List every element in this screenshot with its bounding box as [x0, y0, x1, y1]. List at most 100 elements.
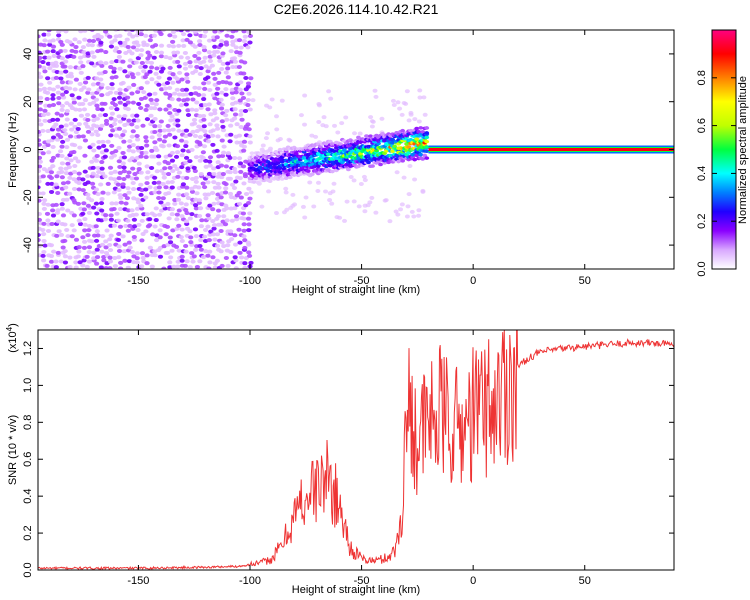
x-tick-label: 50: [579, 275, 591, 287]
heatmap-cell: [123, 223, 129, 228]
heatmap-cell: [323, 189, 329, 194]
heatmap-cell: [59, 103, 66, 108]
heatmap-cell: [333, 146, 339, 150]
heatmap-cell: [86, 223, 93, 228]
heatmap-cell: [175, 118, 181, 123]
heatmap-cell: [422, 153, 428, 158]
heatmap-cell: [214, 91, 220, 96]
heatmap-cell: [108, 217, 114, 222]
heatmap-cell: [424, 126, 430, 130]
heatmap-cell: [227, 155, 233, 160]
heatmap-cell: [50, 155, 57, 160]
heatmap-cell: [169, 97, 175, 102]
heatmap-cell: [191, 117, 198, 122]
heatmap-cell: [193, 108, 199, 113]
heatmap-cell: [169, 212, 175, 217]
heatmap-cell: [38, 164, 43, 169]
heatmap-cell: [232, 170, 238, 175]
heatmap-cell: [412, 177, 418, 182]
heatmap-cell: [108, 44, 115, 49]
heatmap-cell: [40, 151, 46, 156]
snr-x-ticks: -150 -100 -50 0 50: [127, 330, 591, 587]
heatmap-cell: [416, 119, 422, 124]
heatmap-cell: [49, 181, 55, 186]
heatmap-cell: [136, 161, 142, 166]
heatmap-cell: [167, 65, 173, 70]
heatmap-cell: [139, 48, 145, 53]
heatmap-cell: [59, 153, 65, 158]
heatmap-cell: [85, 192, 91, 197]
heatmap-cell: [168, 118, 174, 123]
heatmap-cell: [129, 72, 135, 77]
heatmap-cell: [133, 176, 140, 181]
heatmap-cell: [158, 200, 164, 205]
heatmap-cell: [225, 151, 232, 156]
heatmap-cell: [178, 30, 184, 33]
heatmap-cell: [223, 70, 229, 75]
heatmap-cell: [418, 126, 424, 130]
heatmap-cell: [348, 175, 354, 180]
heatmap-cell: [58, 39, 64, 44]
heatmap-cell: [147, 53, 153, 58]
heatmap-cell: [47, 66, 53, 71]
snr-x-label: Height of straight line (km): [292, 584, 420, 596]
heatmap-cell: [94, 211, 100, 216]
heatmap-cell: [68, 71, 74, 76]
heatmap-cell: [215, 214, 222, 219]
heatmap-cell: [84, 112, 91, 117]
heatmap-cell: [112, 117, 118, 122]
heatmap-cell: [66, 165, 72, 170]
heatmap-cell: [206, 216, 212, 221]
y-tick-label: 0.4: [22, 489, 34, 504]
heatmap-cell: [60, 139, 66, 144]
heatmap-cell: [199, 218, 205, 223]
heatmap-cell: [369, 195, 375, 200]
heatmap-cell: [60, 181, 67, 186]
heatmap-cell: [210, 128, 216, 133]
heatmap-cell: [205, 224, 211, 229]
heatmap-cell: [182, 50, 188, 55]
heatmap-cell: [277, 147, 283, 152]
heatmap-cell: [112, 256, 118, 261]
heatmap-cell: [196, 39, 203, 44]
heatmap-cell: [153, 71, 159, 76]
heatmap-cell: [152, 253, 158, 258]
heatmap-cell: [98, 60, 104, 65]
heatmap-cell: [38, 159, 43, 164]
heatmap-cell: [231, 116, 238, 121]
heatmap-cell: [214, 232, 221, 237]
heatmap-cell: [111, 122, 118, 127]
heatmap-cell: [76, 187, 82, 192]
x-tick-label: 0: [470, 575, 476, 587]
y-tick-label: -40: [22, 237, 34, 253]
heatmap-cell: [125, 186, 131, 191]
heatmap-cell: [103, 61, 109, 66]
heatmap-cell: [184, 97, 191, 102]
heatmap-cell: [139, 30, 145, 32]
heatmap-cell: [219, 263, 225, 268]
heatmap-cell: [157, 128, 163, 133]
heatmap-cell: [122, 242, 128, 247]
heatmap-cell: [53, 60, 59, 65]
heatmap-cell: [59, 169, 65, 174]
heatmap-cell: [99, 63, 105, 68]
heatmap-cell: [329, 169, 335, 174]
heatmap-cell: [215, 86, 221, 91]
heatmap-cell: [247, 196, 253, 201]
heatmap-cell: [140, 255, 146, 260]
heatmap-cell: [158, 50, 165, 55]
heatmap-cell: [205, 107, 211, 112]
heatmap-cell: [143, 150, 149, 155]
heatmap-cell: [64, 137, 71, 142]
heatmap-cell: [122, 258, 128, 263]
heatmap-cell: [169, 248, 175, 253]
heatmap-cell: [192, 227, 199, 232]
heatmap-cell: [122, 40, 128, 45]
heatmap-cell: [86, 249, 92, 254]
heatmap-cell: [85, 180, 91, 185]
heatmap-cell: [337, 142, 343, 146]
heatmap-cell: [242, 60, 248, 65]
heatmap-cell: [240, 96, 247, 101]
heatmap-cell: [123, 201, 129, 206]
heatmap-cell: [124, 95, 131, 100]
